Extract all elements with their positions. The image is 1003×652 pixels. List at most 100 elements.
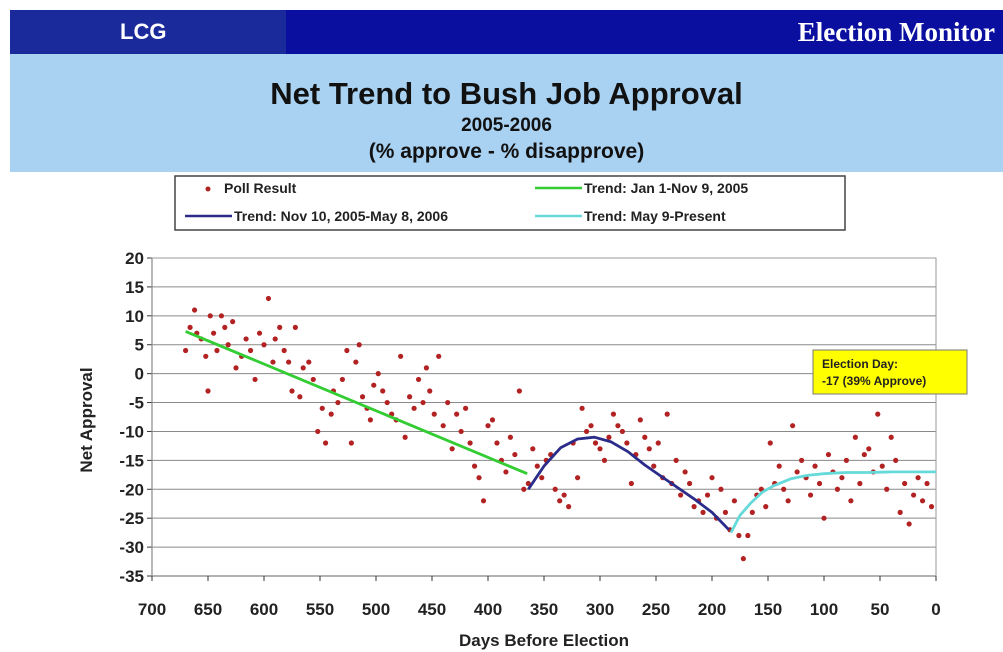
poll-result-point	[628, 480, 634, 487]
poll-result-point	[790, 423, 796, 429]
poll-result-point	[292, 324, 298, 330]
legend-box	[174, 175, 846, 231]
poll-result-point	[651, 463, 657, 469]
legend-label-trend-recent: Trend: May 9-Present	[584, 208, 726, 224]
poll-result-point	[642, 434, 648, 440]
poll-result-point	[816, 480, 823, 487]
poll-result-point	[315, 428, 321, 435]
y-tick-label: 10	[125, 307, 144, 326]
poll-result-point	[300, 365, 306, 371]
x-tick-label: 550	[306, 600, 334, 619]
x-tick-label: 650	[194, 600, 222, 619]
x-tick-label: 400	[474, 600, 502, 619]
callout-line-2: -17 (39% Approve)	[822, 374, 926, 388]
chart-subtitle: 2005-2006	[461, 115, 552, 136]
poll-result-point	[709, 475, 715, 481]
poll-result-point	[807, 492, 814, 498]
poll-result-point	[207, 313, 213, 319]
poll-result-point	[794, 469, 800, 475]
poll-result-point	[507, 434, 513, 440]
poll-result-point	[866, 446, 872, 452]
poll-result-point	[781, 486, 787, 492]
poll-result-point	[597, 446, 603, 452]
poll-result-point	[480, 498, 487, 504]
poll-result-point	[915, 475, 921, 481]
poll-result-point	[749, 509, 755, 515]
poll-result-point	[205, 388, 211, 394]
poll-result-point	[353, 359, 359, 365]
y-axis-label: Net Approval	[77, 367, 96, 472]
y-tick-label: -15	[119, 451, 144, 470]
poll-result-point	[187, 324, 193, 330]
election-day-callout: Election Day: -17 (39% Approve)	[812, 349, 968, 395]
poll-result-point	[843, 457, 850, 463]
poll-result-point	[339, 376, 345, 383]
poll-result-point	[277, 324, 283, 330]
trend-line	[527, 435, 730, 531]
poll-result-point	[191, 307, 198, 313]
poll-result-point	[449, 446, 455, 452]
poll-result-point	[884, 486, 890, 492]
poll-result-point	[646, 446, 652, 452]
chart-legend: Poll Result Trend: Jan 1-Nov 9, 2005 Tre…	[174, 175, 846, 231]
trend-line	[185, 330, 528, 475]
x-tick-label: 0	[931, 600, 940, 619]
poll-result-point	[588, 423, 594, 429]
y-tick-label: -35	[119, 567, 144, 586]
poll-result-point	[489, 417, 496, 423]
poll-result-point	[427, 388, 433, 394]
poll-result-point	[211, 330, 217, 336]
y-tick-label: 20	[125, 249, 144, 268]
poll-result-point	[552, 486, 558, 492]
poll-result-point	[834, 486, 841, 492]
poll-result-point	[655, 440, 661, 446]
poll-result-point	[367, 417, 373, 423]
poll-result-point	[740, 556, 746, 562]
poll-result-point	[731, 498, 738, 504]
poll-result-point	[371, 382, 377, 388]
poll-result-point	[407, 394, 413, 400]
poll-result-point	[512, 451, 518, 458]
poll-result-point	[411, 405, 417, 411]
poll-result-point	[583, 428, 590, 435]
poll-result-point	[503, 469, 509, 475]
poll-result-point	[610, 411, 617, 417]
poll-result-point	[420, 399, 426, 406]
poll-result-point	[380, 388, 386, 394]
x-tick-label: 250	[642, 600, 670, 619]
poll-result-point	[687, 480, 693, 487]
legend-label-poll: Poll Result	[224, 180, 297, 196]
plot-series	[183, 295, 936, 562]
x-tick-label: 450	[418, 600, 446, 619]
poll-result-point	[440, 423, 446, 429]
poll-result-point	[924, 480, 930, 487]
y-tick-label: -5	[129, 394, 144, 413]
poll-result-point	[592, 440, 599, 446]
poll-result-point	[203, 353, 209, 359]
poll-result-point	[289, 388, 295, 394]
x-tick-label: 700	[138, 600, 166, 619]
poll-result-point	[601, 457, 608, 463]
poll-result-point	[678, 492, 684, 498]
poll-result-point	[906, 521, 912, 527]
y-tick-label: 0	[135, 365, 144, 384]
poll-result-point	[919, 498, 926, 504]
poll-result-point	[848, 498, 854, 504]
y-tick-label: -30	[119, 538, 144, 557]
top-banner: LCG Election Monitor	[0, 0, 1003, 54]
y-tick-label: 5	[135, 336, 144, 355]
poll-result-point	[402, 434, 408, 440]
poll-result-point	[624, 440, 630, 446]
brand-label: LCG	[120, 19, 167, 44]
poll-result-point	[375, 371, 381, 377]
poll-result-point	[785, 498, 791, 504]
poll-result-point	[525, 480, 531, 487]
poll-result-point	[319, 405, 325, 411]
poll-result-point	[356, 342, 362, 348]
legend-label-trend-2006: Trend: Nov 10, 2005-May 8, 2006	[234, 208, 448, 224]
poll-result-point	[516, 388, 522, 394]
poll-result-point	[566, 504, 572, 510]
poll-result-point	[704, 492, 711, 498]
x-tick-label: 350	[530, 600, 558, 619]
poll-result-point	[539, 475, 545, 481]
